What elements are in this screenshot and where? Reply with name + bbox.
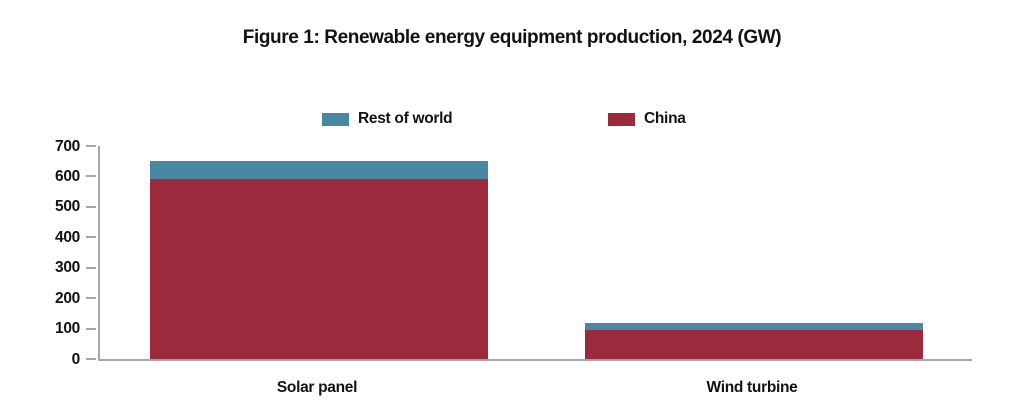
legend-swatch-rest-of-world xyxy=(322,112,349,126)
legend-item-rest-of-world: Rest of world xyxy=(322,110,453,127)
y-tick-label-400: 400 xyxy=(55,228,80,246)
legend-swatch-china xyxy=(608,112,635,126)
bar-segment-rest-of-world-wind-turbine xyxy=(585,322,923,331)
y-tick-mark-700 xyxy=(86,145,96,147)
bar-group-solar-panel xyxy=(150,161,488,359)
y-tick-mark-500 xyxy=(86,205,96,208)
y-tick-label-100: 100 xyxy=(55,319,80,337)
chart-title: Figure 1: Renewable energy equipment pro… xyxy=(242,27,782,48)
y-tick-mark-600 xyxy=(86,175,96,178)
y-tick-label-600: 600 xyxy=(55,167,80,185)
y-tick-label-0: 0 xyxy=(71,350,81,368)
x-label-solar-panel: Solar panel xyxy=(276,379,358,396)
bar-segment-rest-of-world-solar-panel xyxy=(150,161,488,180)
y-tick-mark-300 xyxy=(86,266,96,269)
y-tick-label-200: 200 xyxy=(55,289,80,307)
bar-group-wind-turbine xyxy=(585,322,923,359)
legend-label-rest-of-world: Rest of world xyxy=(358,110,453,127)
bar-segment-china-solar-panel xyxy=(150,179,488,359)
plot-area: 0 100 200 300 400 500 600 700 xyxy=(55,138,972,366)
y-tick-label-300: 300 xyxy=(55,258,80,276)
y-tick-mark-100 xyxy=(86,327,96,330)
y-tick-label-500: 500 xyxy=(55,198,80,216)
x-label-wind-turbine: Wind turbine xyxy=(706,379,798,396)
y-tick-label-700: 700 xyxy=(55,137,80,155)
legend-label-china: China xyxy=(644,110,686,127)
y-tick-mark-200 xyxy=(86,297,96,300)
bar-segment-china-wind-turbine xyxy=(585,330,923,359)
y-tick-mark-400 xyxy=(86,236,96,239)
legend-item-china: China xyxy=(608,110,686,127)
y-tick-mark-0 xyxy=(86,358,96,360)
